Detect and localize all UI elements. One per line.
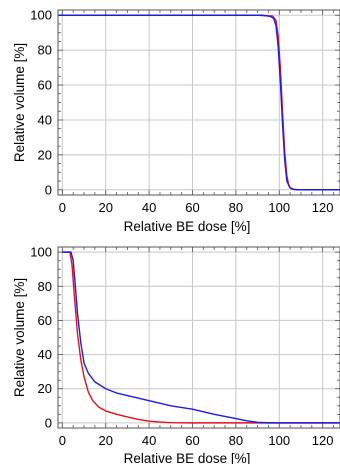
y-tick-label: 60	[38, 313, 52, 328]
y-tick-label: 40	[38, 112, 52, 127]
plot-frame	[57, 9, 340, 196]
y-tick-label: 100	[30, 245, 52, 260]
x-tick-label: 40	[142, 200, 156, 215]
x-tick-label: 20	[98, 200, 112, 215]
y-tick-label: 80	[38, 279, 52, 294]
y-tick-label: 60	[38, 78, 52, 93]
x-tick-label: 80	[229, 433, 243, 448]
x-tick-label: 0	[59, 200, 66, 215]
series-line-2	[58, 14, 340, 191]
series-line-2	[62, 251, 340, 424]
y-tick-label: 0	[45, 182, 52, 197]
x-tick-label: 60	[185, 433, 199, 448]
x-tick-label: 100	[268, 433, 290, 448]
x-tick-label: 100	[268, 200, 290, 215]
x-tick-label: 60	[185, 200, 199, 215]
x-tick-label: 80	[229, 200, 243, 215]
y-axis-label: Relative volume [%]	[12, 278, 27, 397]
y-tick-label: 80	[38, 43, 52, 58]
dose-volume-chart-bottom: 0 20 40 60 80 100 120 0 20 40 60 80 100 Relative BE d…	[12, 245, 340, 464]
y-tick-label: 40	[38, 347, 52, 362]
y-tick-label: 100	[30, 8, 52, 23]
y-tick-label: 20	[38, 381, 52, 396]
dose-volume-chart-top: 0 20 40 60 80 100 120 0 20 40 60 80 100 Relative BE d…	[12, 8, 340, 234]
series-line-1	[62, 251, 340, 424]
x-tick-label: 20	[98, 433, 112, 448]
y-axis-label: Relative volume [%]	[12, 43, 27, 162]
x-tick-label: 120	[312, 200, 334, 215]
x-tick-label: 0	[59, 433, 66, 448]
series-line-1	[58, 14, 340, 191]
x-axis-label: Relative BE dose [%]	[124, 451, 251, 464]
x-axis-label: Relative BE dose [%]	[124, 219, 251, 234]
plot-frame	[57, 246, 340, 429]
y-tick-label: 20	[38, 147, 52, 162]
x-tick-label: 120	[312, 433, 334, 448]
x-tick-label: 40	[142, 433, 156, 448]
y-tick-label: 0	[45, 415, 52, 430]
